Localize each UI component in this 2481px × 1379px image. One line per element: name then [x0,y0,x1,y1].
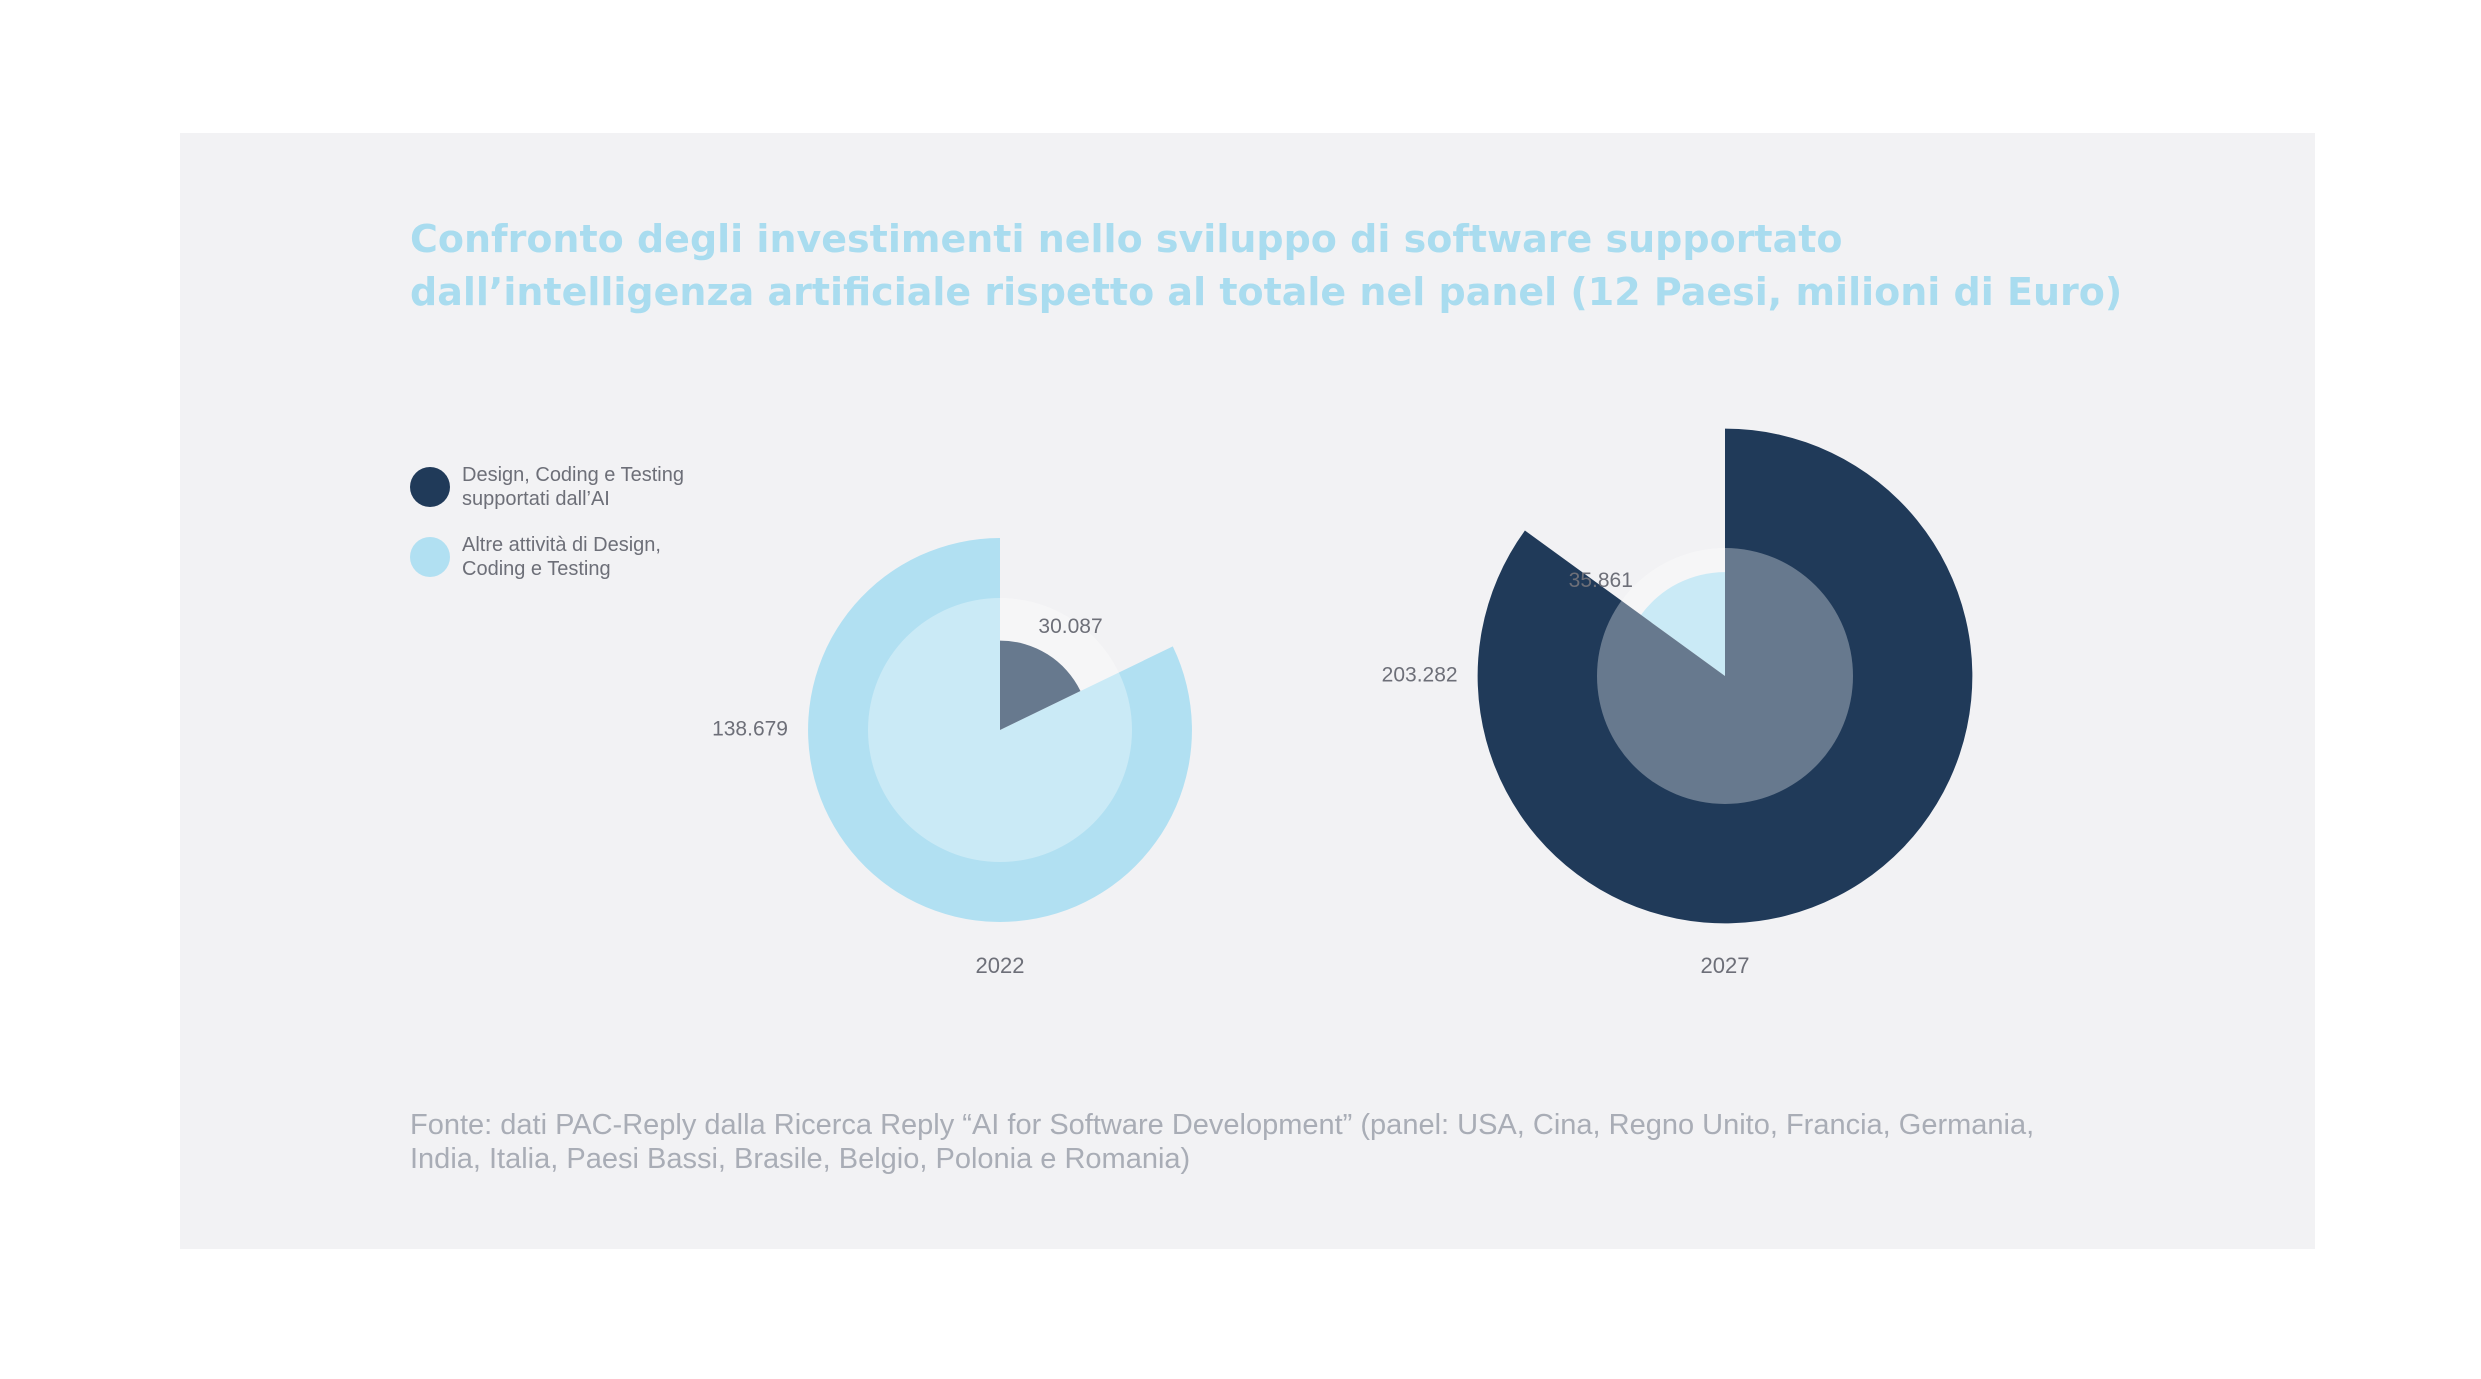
chart-title: Confronto degli investimenti nello svilu… [410,213,2260,319]
pie-slice-other-2022 [808,538,1192,922]
legend-swatch-other [410,537,450,577]
source-note-line-1: Fonte: dati PAC-Reply dalla Ricerca Repl… [410,1109,2035,1141]
legend-label-other-line-1: Altre attività di Design, [462,534,661,556]
legend-label-other-line-2: Coding e Testing [462,558,611,580]
year-label-2027: 2027 [1701,953,1750,978]
value-label-other-2027: 35.861 [1569,569,1633,592]
legend-label-other: Altre attività di Design, Coding e Testi… [462,533,762,581]
pie-slice-other-2027 [1640,572,1725,676]
legend-swatch-ai [410,467,450,507]
legend-label-ai-line-2: supportati dall’AI [462,488,610,510]
pie-inner-overlay-2022 [868,598,1132,862]
pie-inner-overlay-2027 [1597,548,1853,804]
value-label-ai-2022: 30.087 [1038,615,1102,638]
chart-title-line-2: dall’intelligenza artificiale rispetto a… [410,270,2123,314]
pie-slice-ai-2022 [1000,640,1081,730]
pie-charts-canvas: 30.087 138.679 2022 203.282 35.861 2027 [712,428,1973,978]
legend-label-ai-line-1: Design, Coding e Testing [462,464,684,486]
pie-slice-ai-2027 [1477,428,1973,924]
value-label-other-2022: 138.679 [712,718,788,741]
value-label-ai-2027: 203.282 [1382,664,1458,687]
source-note: Fonte: dati PAC-Reply dalla Ricerca Repl… [410,1108,2290,1176]
year-label-2022: 2022 [976,953,1025,978]
chart-title-line-1: Confronto degli investimenti nello svilu… [410,217,1843,261]
source-note-line-2: India, Italia, Paesi Bassi, Brasile, Bel… [410,1143,1191,1175]
legend-label-ai: Design, Coding e Testing supportati dall… [462,463,762,511]
chart-card: Confronto degli investimenti nello svilu… [180,133,2315,1249]
